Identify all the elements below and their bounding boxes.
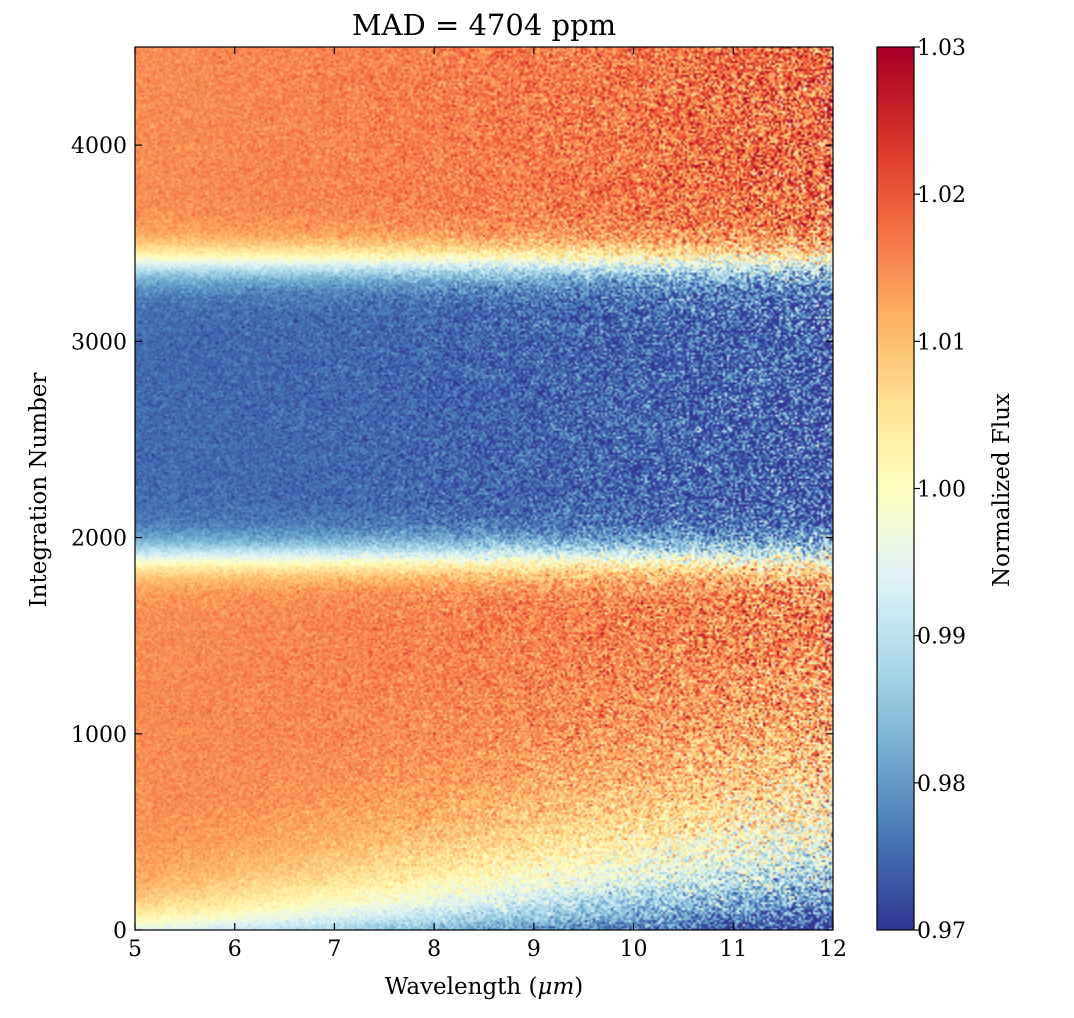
colorbar-tick-label: 0.97 <box>917 919 966 944</box>
colorbar-gradient <box>877 47 914 930</box>
colorbar-frame <box>876 46 915 931</box>
y-tick-label: 3000 <box>71 330 127 355</box>
heatmap-image <box>135 47 833 930</box>
colorbar-tick-label: 1.00 <box>917 478 966 503</box>
colorbar-ticks: 0.97 0.98 0.99 1.00 1.01 1.02 1.03 <box>914 36 966 944</box>
x-tick-label: 5 <box>128 937 142 962</box>
x-axis-ticks: 5 6 7 8 9 10 11 12 <box>128 47 847 962</box>
y-tick-label: 0 <box>113 919 127 944</box>
x-tick-label: 10 <box>620 937 648 962</box>
colorbar-tick-label: 0.99 <box>917 625 966 650</box>
x-tick-label: 9 <box>527 937 541 962</box>
y-tick-label: 4000 <box>71 134 127 159</box>
y-axis-ticks: 0 1000 2000 3000 4000 <box>71 134 833 944</box>
colorbar-tick-label: 1.03 <box>917 36 966 61</box>
x-axis-label: Wavelength (μm) <box>385 974 584 1000</box>
x-tick-label: 6 <box>228 937 242 962</box>
y-axis-label: Integration Number <box>26 373 52 608</box>
colorbar-tick-label: 1.02 <box>917 183 966 208</box>
x-tick-label: 7 <box>327 937 341 962</box>
plot-frame <box>134 46 834 931</box>
y-tick-label: 1000 <box>71 723 127 748</box>
colorbar-tick-label: 0.98 <box>917 772 966 797</box>
x-tick-label: 11 <box>719 937 747 962</box>
chart-title: MAD = 4704 ppm <box>352 8 616 42</box>
x-tick-label: 12 <box>819 937 847 962</box>
colorbar-tick-label: 1.01 <box>917 330 966 355</box>
y-tick-label: 2000 <box>71 527 127 552</box>
colorbar-label: Normalized Flux <box>989 393 1015 587</box>
x-tick-label: 8 <box>427 937 441 962</box>
